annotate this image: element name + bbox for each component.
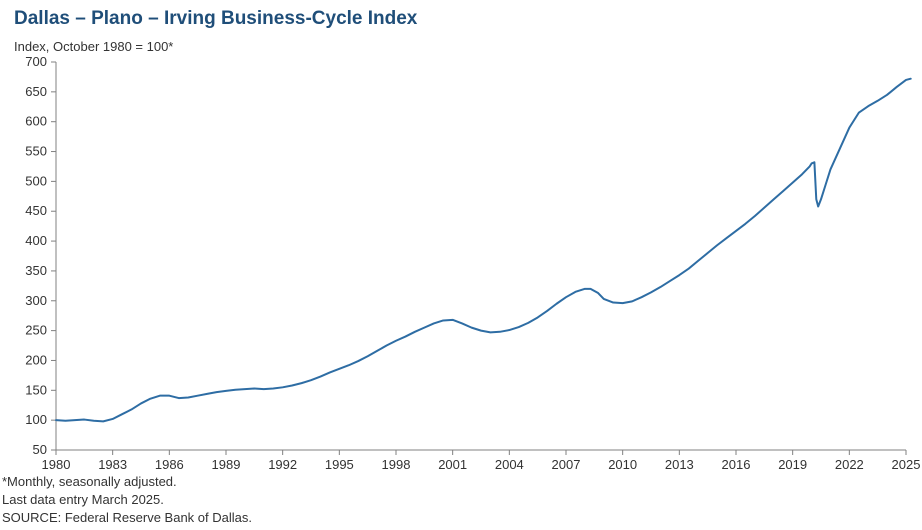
x-tick-label: 1995 [325,457,354,472]
x-tick-label: 2001 [438,457,467,472]
y-tick-label: 650 [25,84,47,99]
x-tick-label: 1980 [42,457,71,472]
x-tick-label: 2016 [722,457,751,472]
y-tick-label: 450 [25,203,47,218]
x-tick-label: 2010 [608,457,637,472]
y-tick-label: 50 [33,442,47,457]
x-tick-label: 1992 [268,457,297,472]
y-tick-label: 400 [25,233,47,248]
y-tick-label: 550 [25,144,47,159]
x-tick-label: 2013 [665,457,694,472]
y-tick-label: 500 [25,173,47,188]
y-tick-label: 200 [25,352,47,367]
x-tick-label: 1983 [98,457,127,472]
y-tick-label: 600 [25,114,47,129]
footnote-line: SOURCE: Federal Reserve Bank of Dallas. [2,510,252,525]
x-tick-label: 2019 [778,457,807,472]
y-tick-label: 100 [25,412,47,427]
series-business-cycle-index [56,79,911,422]
x-tick-label: 1998 [382,457,411,472]
line-chart: 50 100 150 200 250 300 350 400 450 500 550 600 650 70… [0,0,922,530]
x-tick-label: 2022 [835,457,864,472]
x-tick-label: 2025 [892,457,921,472]
x-tick-label: 1989 [212,457,241,472]
x-tick-label: 2004 [495,457,524,472]
x-tick-label: 1986 [155,457,184,472]
footnote-line: *Monthly, seasonally adjusted. [2,474,177,489]
y-tick-label: 150 [25,382,47,397]
footnote-line: Last data entry March 2025. [2,492,164,507]
x-tick-label: 2007 [552,457,581,472]
y-tick-label: 350 [25,263,47,278]
y-tick-label: 250 [25,323,47,338]
y-tick-label: 700 [25,54,47,69]
y-tick-label: 300 [25,293,47,308]
